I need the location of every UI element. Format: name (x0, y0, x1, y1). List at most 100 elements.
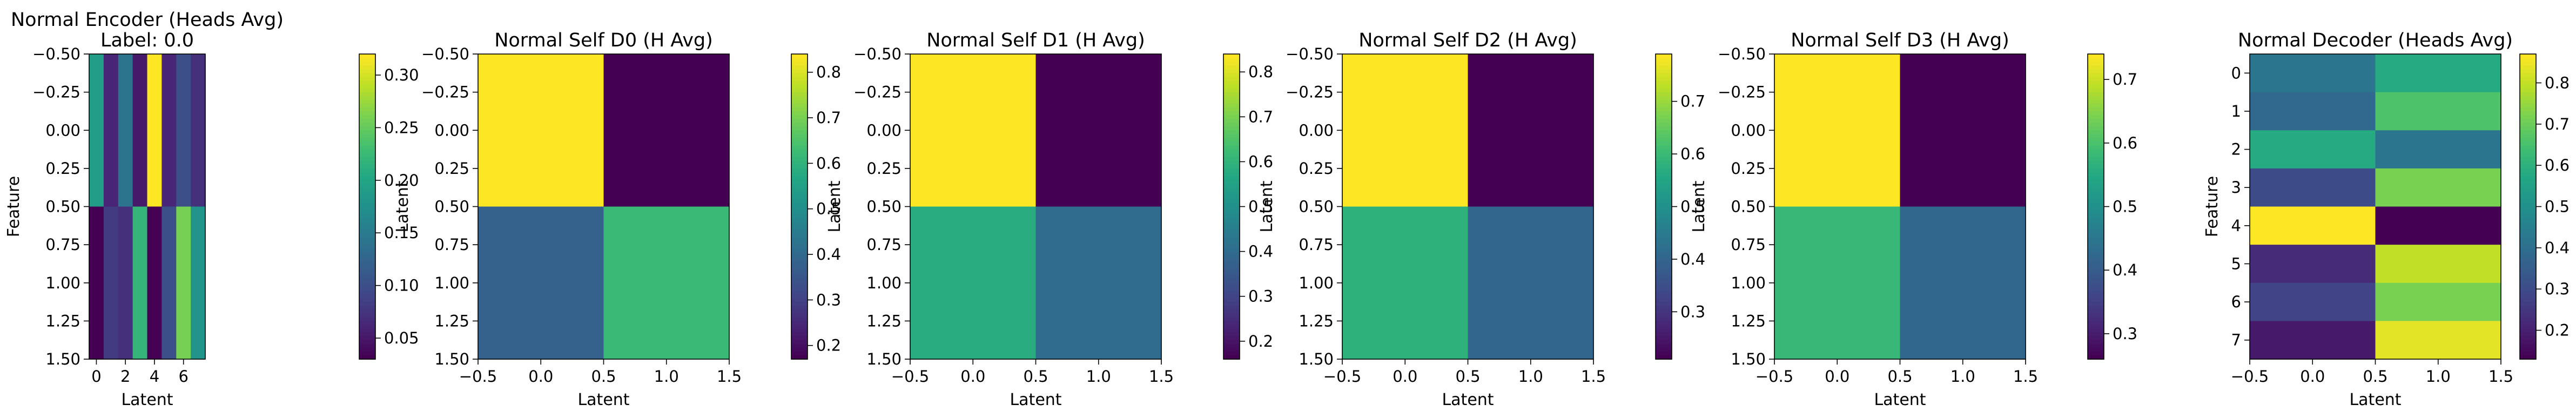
colorbar-segment (1656, 96, 1672, 100)
colorbar-segment (2088, 302, 2104, 306)
heatmap-panel-5: Normal Decoder (Heads Avg) −0.5 0.0 0.5 1.0 1… (2203, 30, 2570, 409)
colorbar-segment (2088, 180, 2104, 184)
colorbar-segment (1223, 351, 1240, 356)
colorbar-segment (359, 218, 375, 223)
y-tick-label: 0.00 (45, 121, 80, 139)
colorbar-segment (359, 157, 375, 161)
colorbar-segment (791, 267, 808, 272)
colorbar-segment (2088, 229, 2104, 234)
colorbar-segment (1223, 172, 1240, 177)
colorbar-segment (1223, 233, 1240, 238)
colorbar-segment (791, 123, 808, 127)
colorbar-segment (1223, 347, 1240, 352)
colorbar-segment (1223, 73, 1240, 78)
colorbar-segment (2520, 153, 2536, 158)
colorbar-segment (1656, 92, 1672, 97)
colorbar-segment (1223, 279, 1240, 284)
colorbar-segment (1223, 123, 1240, 127)
colorbar-segment (1656, 355, 1672, 360)
heatmap-panel-1: Normal Self D0 (H Avg) −0.5 0.0 0.5 1.0 1.5 −0… (393, 30, 841, 409)
colorbar-segment (359, 69, 375, 74)
heatmap-cell-0-1-6 (176, 206, 191, 360)
colorbar-segment (791, 58, 808, 62)
colorbar-segment (2520, 119, 2536, 123)
colorbar-segment (2088, 115, 2104, 119)
y-tick-label: 5 (2231, 254, 2241, 273)
colorbar-segment (2088, 252, 2104, 257)
colorbar-segment (2088, 84, 2104, 89)
panel-subtitle: Label: 0.0 (100, 30, 194, 51)
colorbar-segment (359, 126, 375, 131)
colorbar-segment (1656, 313, 1672, 318)
colorbar-segment (2520, 126, 2536, 131)
colorbar-segment (791, 62, 808, 66)
colorbar-segment (1656, 130, 1672, 135)
colorbar-segment (359, 221, 375, 226)
colorbar-segment (2088, 282, 2104, 287)
colorbar-segment (791, 351, 808, 356)
colorbar-segment (2520, 302, 2536, 306)
colorbar-segment (2520, 180, 2536, 184)
y-tick-label: 0.50 (45, 198, 80, 216)
heatmap-cell-4-1-0 (1774, 206, 1901, 360)
x-tick-label: 1.5 (717, 367, 742, 386)
x-tick-label: 6 (178, 367, 188, 386)
colorbar-segment (1656, 172, 1672, 177)
colorbar-segment (1223, 325, 1240, 329)
heatmap-cell-0-0-1 (103, 54, 119, 207)
colorbar-tick-label: 0.8 (2545, 73, 2570, 92)
colorbar-segment (359, 172, 375, 177)
y-tick-label: 1.25 (45, 312, 80, 330)
colorbar-segment (1223, 321, 1240, 326)
heatmap-cell-0-1-5 (162, 206, 177, 360)
colorbar-segment (791, 107, 808, 112)
colorbar-segment (2520, 355, 2536, 360)
colorbar-segment (791, 340, 808, 345)
colorbar-segment (1223, 99, 1240, 104)
x-tick-label: 1.0 (1518, 367, 1543, 386)
colorbar-tick-label: 0.2 (816, 336, 841, 355)
colorbar-segment (791, 77, 808, 82)
x-tick-label: −0.5 (459, 367, 497, 386)
colorbar-segment (2088, 306, 2104, 310)
colorbar-segment (2520, 313, 2536, 318)
colorbar-segment (2520, 309, 2536, 314)
colorbar-segment (2520, 260, 2536, 265)
y-tick-label: −0.25 (1718, 83, 1766, 102)
colorbar-segment (791, 111, 808, 116)
heatmap-cell-0-1-4 (147, 206, 162, 360)
colorbar-segment (1223, 203, 1240, 207)
x-tick-label: 0.0 (1825, 367, 1849, 386)
colorbar-tick-label: 0.3 (2113, 325, 2137, 343)
colorbar-segment (359, 332, 375, 337)
colorbar-segment (791, 157, 808, 161)
colorbar-segment (359, 298, 375, 302)
colorbar-segment (791, 241, 808, 245)
colorbar-segment (1656, 62, 1672, 66)
colorbar-segment (2088, 195, 2104, 200)
colorbar-segment (359, 199, 375, 204)
colorbar-segment (791, 96, 808, 100)
colorbar-segment (1223, 218, 1240, 223)
colorbar-segment (359, 279, 375, 284)
colorbar-tick-label: 0.2 (1248, 332, 1273, 350)
colorbar-segment (791, 347, 808, 352)
colorbar-segment (359, 245, 375, 249)
colorbar-segment (1223, 54, 1240, 58)
colorbar-tick-label: 0.8 (1248, 63, 1273, 81)
colorbar-segment (1656, 347, 1672, 352)
colorbar-segment (1223, 157, 1240, 161)
colorbar-segment (791, 191, 808, 196)
colorbar-segment (359, 107, 375, 112)
heatmap-cell-5-1-1 (2375, 92, 2501, 131)
colorbar-segment (1223, 225, 1240, 230)
colorbar-segment (2088, 103, 2104, 108)
colorbar-segment (1223, 332, 1240, 337)
colorbar-tick-label: 0.6 (2113, 134, 2137, 152)
colorbar-segment (1223, 84, 1240, 89)
x-tick-label: 1.0 (1951, 367, 1975, 386)
y-tick-label: 0.50 (1299, 198, 1334, 216)
x-axis-label: Latent (121, 390, 173, 409)
colorbar-segment (359, 256, 375, 261)
x-tick-label: 0.5 (591, 367, 616, 386)
